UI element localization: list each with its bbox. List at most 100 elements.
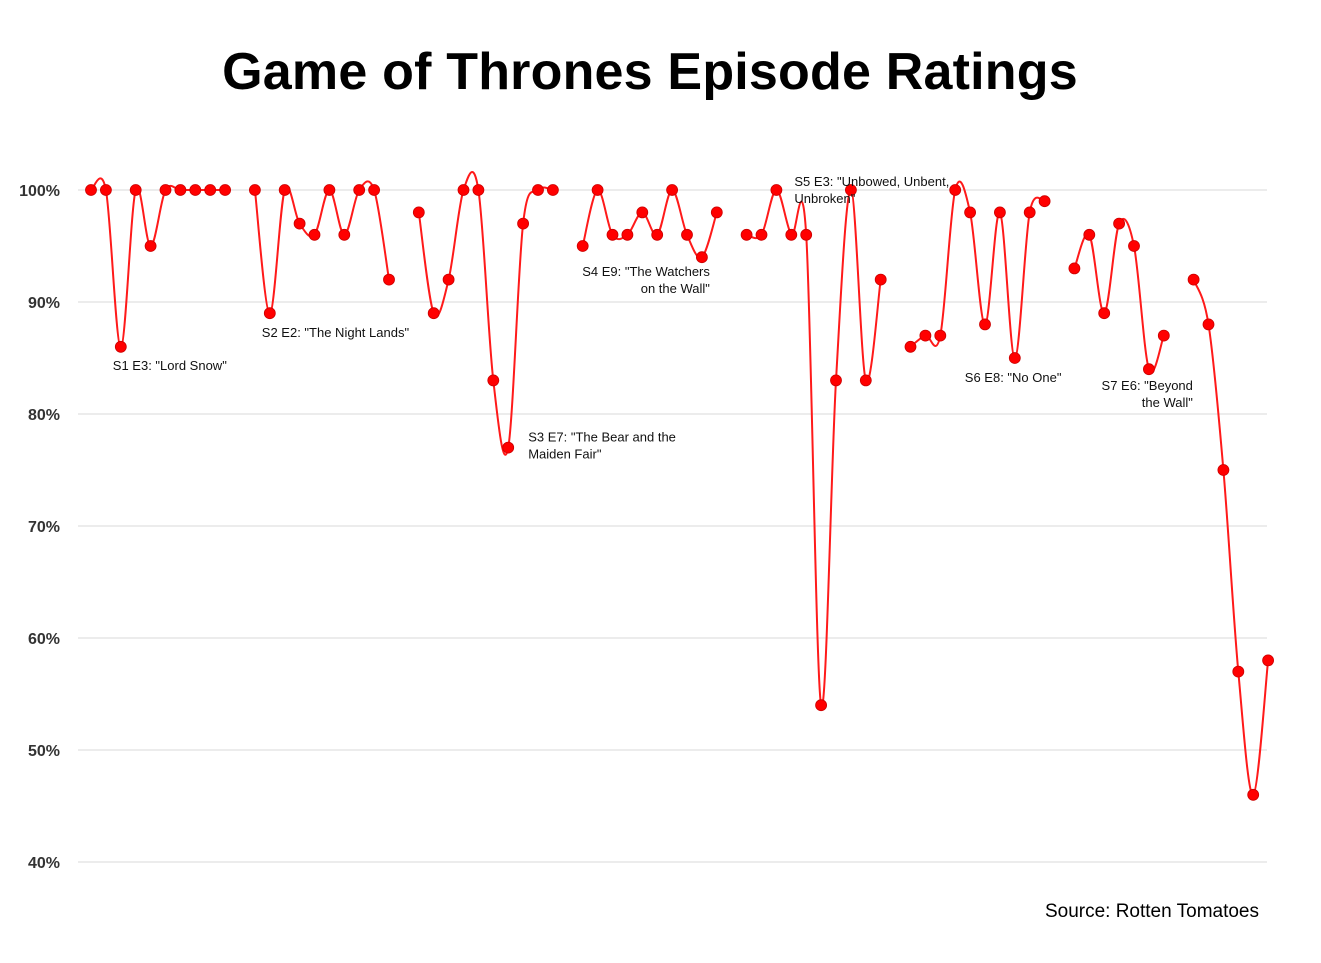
data-point-s1-e2 xyxy=(100,184,112,196)
data-point-s4-e8 xyxy=(681,228,693,241)
annotation-line: S3 E7: "The Bear and the xyxy=(528,430,676,445)
season-6-line xyxy=(909,180,1046,360)
data-point-s2-e7 xyxy=(338,228,351,241)
data-point-s2-e1 xyxy=(248,184,261,196)
annotations: S1 E3: "Lord Snow" S2 E2: "The Night Land… xyxy=(113,174,1193,462)
data-points xyxy=(85,184,1274,801)
data-point-s7-e1 xyxy=(1068,262,1081,275)
data-point-s5-e7 xyxy=(830,374,842,387)
data-point-s7-e4 xyxy=(1113,217,1125,230)
data-point-s6-e2 xyxy=(919,329,932,342)
season-7-line xyxy=(1073,217,1165,374)
data-point-s1-e7 xyxy=(174,184,187,196)
data-point-s1-e4 xyxy=(129,184,142,196)
data-point-s1-e9 xyxy=(204,184,217,196)
data-point-s8-e5 xyxy=(1247,788,1260,801)
data-point-s3-e10 xyxy=(547,184,559,196)
data-point-s4-e5 xyxy=(636,206,649,219)
data-point-s6-e3 xyxy=(934,329,947,342)
annotation-line: on the Wall" xyxy=(641,281,711,296)
data-point-s4-e7 xyxy=(666,184,678,196)
data-point-s6-e6 xyxy=(979,318,991,331)
data-point-s4-e3 xyxy=(606,228,619,241)
data-point-s4-e6 xyxy=(651,228,664,241)
annotation-line: S4 E9: "The Watchers xyxy=(582,264,710,279)
season-8-line xyxy=(1192,279,1270,796)
y-tick-label: 70% xyxy=(28,519,60,536)
data-point-s6-e9 xyxy=(1023,206,1036,219)
data-point-s2-e8 xyxy=(353,184,366,196)
y-tick-label: 40% xyxy=(28,855,60,872)
annotation-s5-e3: S5 E3: "Unbowed, Unbent, Unbroken" xyxy=(794,174,949,206)
data-point-s1-e6 xyxy=(159,184,172,196)
annotation-line: S1 E3: "Lord Snow" xyxy=(113,358,227,373)
data-point-s5-e10 xyxy=(874,273,887,286)
data-point-s7-e3 xyxy=(1098,307,1111,320)
data-point-s7-e7 xyxy=(1157,329,1170,342)
data-point-s6-e1 xyxy=(904,340,917,353)
data-point-s8-e3 xyxy=(1217,464,1230,476)
data-point-s1-e8 xyxy=(189,184,202,196)
data-point-s6-e7 xyxy=(994,206,1006,219)
data-point-s8-e2 xyxy=(1202,318,1215,331)
source-note: Source: Rotten Tomatoes xyxy=(1044,901,1259,922)
annotation-s7-e6: S7 E6: "Beyond the Wall" xyxy=(1102,378,1194,410)
data-point-s5-e4 xyxy=(785,228,798,241)
annotation-s3-e7: S3 E7: "The Bear and the Maiden Fair" xyxy=(528,430,676,462)
season-1-line xyxy=(90,177,226,348)
data-point-s8-e6 xyxy=(1262,654,1274,667)
data-point-s4-e4 xyxy=(621,228,634,241)
annotation-line: Unbroken" xyxy=(794,191,855,206)
data-point-s7-e5 xyxy=(1128,240,1140,252)
y-tick-label: 60% xyxy=(28,631,60,648)
data-point-s8-e4 xyxy=(1232,665,1245,678)
data-point-s3-e8 xyxy=(517,217,529,230)
y-tick-label: 80% xyxy=(28,407,60,424)
annotation-s1-e3: S1 E3: "Lord Snow" xyxy=(113,358,227,373)
annotation-line: S6 E8: "No One" xyxy=(965,370,1062,385)
data-point-s3-e2 xyxy=(427,307,440,320)
y-tick-label: 50% xyxy=(28,743,60,760)
data-point-s8-e1 xyxy=(1187,273,1200,286)
data-point-s6-e10 xyxy=(1038,195,1051,208)
data-point-s1-e10 xyxy=(219,184,232,196)
annotation-s4-e9: S4 E9: "The Watchers on the Wall" xyxy=(582,264,710,296)
data-point-s5-e5 xyxy=(800,228,813,241)
data-point-s3-e4 xyxy=(457,184,470,196)
data-point-s4-e9 xyxy=(696,251,708,264)
data-point-s4-e10 xyxy=(710,206,723,219)
data-point-s3-e3 xyxy=(442,273,455,286)
data-point-s4-e2 xyxy=(591,184,604,196)
data-point-s5-e2 xyxy=(755,228,768,241)
data-point-s2-e3 xyxy=(278,184,291,196)
data-point-s5-e1 xyxy=(740,228,753,241)
data-point-s1-e1 xyxy=(85,184,97,196)
data-point-s2-e6 xyxy=(323,184,336,196)
data-point-s5-e6 xyxy=(815,699,827,712)
data-point-s7-e2 xyxy=(1083,228,1096,241)
y-tick-label: 90% xyxy=(28,295,60,312)
data-point-s7-e6 xyxy=(1143,363,1155,376)
season-2-line xyxy=(253,180,390,315)
data-point-s3-e6 xyxy=(487,374,500,387)
annotation-line: S5 E3: "Unbowed, Unbent, xyxy=(794,174,949,189)
data-point-s3-e9 xyxy=(532,184,544,196)
season-4-line xyxy=(581,188,718,259)
annotation-s6-e8: S6 E8: "No One" xyxy=(965,370,1062,385)
data-point-s5-e8 xyxy=(845,184,857,196)
data-point-s1-e5 xyxy=(144,240,157,252)
data-point-s6-e5 xyxy=(964,206,976,219)
annotation-line: S7 E6: "Beyond xyxy=(1102,378,1193,393)
data-point-s2-e9 xyxy=(368,184,381,196)
annotation-line: Maiden Fair" xyxy=(528,447,602,462)
data-point-s2-e2 xyxy=(263,307,276,320)
data-point-s2-e5 xyxy=(308,228,321,241)
data-point-s4-e1 xyxy=(576,240,589,252)
y-tick-label: 100% xyxy=(19,183,60,200)
annotation-line: the Wall" xyxy=(1142,395,1193,410)
annotation-line: S2 E2: "The Night Lands" xyxy=(262,325,410,340)
data-point-s2-e4 xyxy=(293,217,306,230)
data-point-s6-e8 xyxy=(1008,352,1021,364)
